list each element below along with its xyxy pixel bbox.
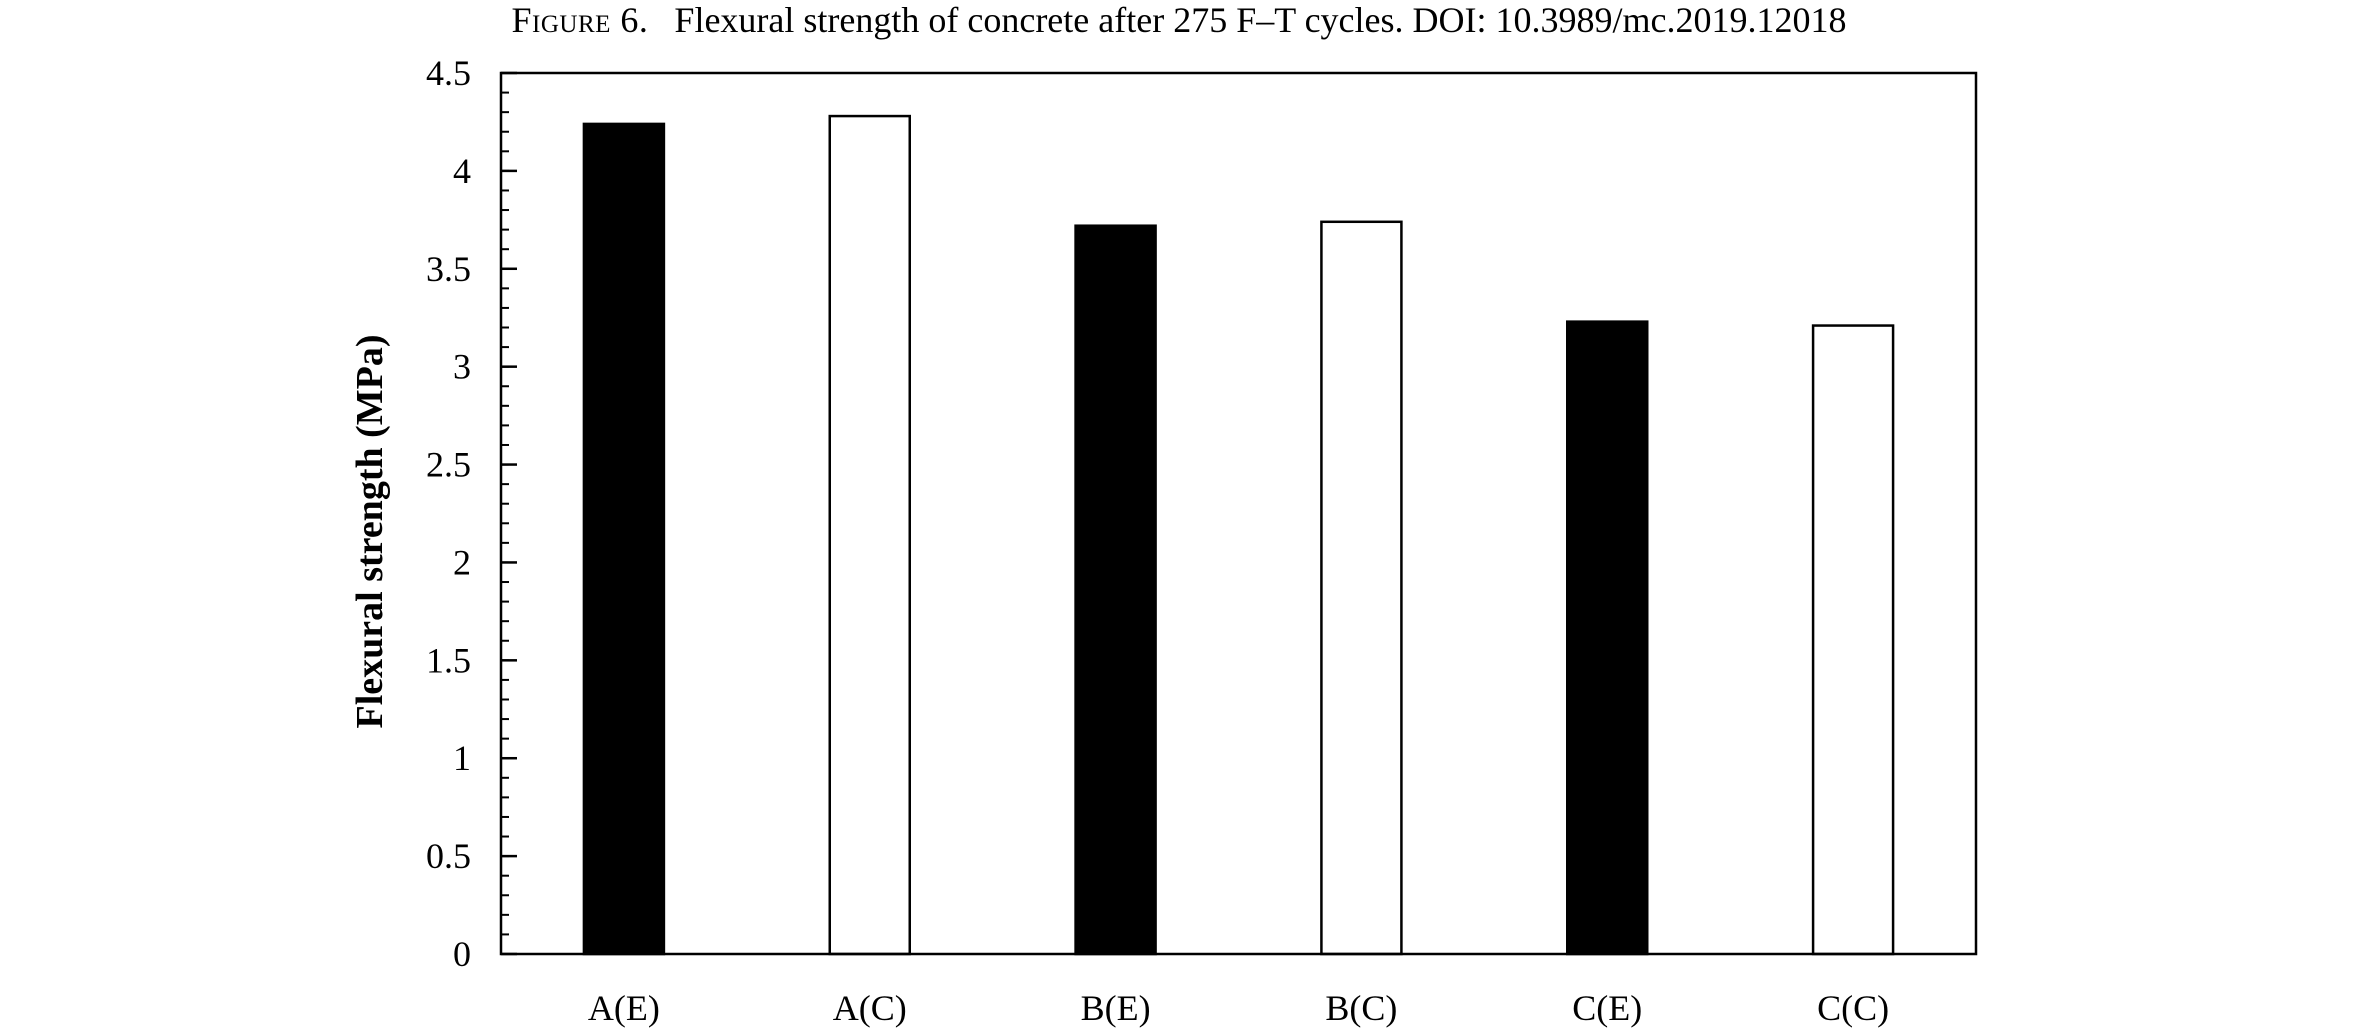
y-tick-label: 4.5 [426, 53, 471, 93]
y-tick-label: 2.5 [426, 445, 471, 485]
x-tick-label: C(C) [1817, 988, 1889, 1028]
bar-bc [1320, 220, 1403, 956]
y-tick-label: 1 [453, 738, 471, 778]
y-tick-label: 0.5 [426, 836, 471, 876]
bar-be [1074, 224, 1157, 956]
bar-ce [1566, 320, 1649, 956]
x-tick-labels: A(E) A(C) B(E) B(C) C(E) C(C) [588, 988, 1889, 1028]
bar-ae [582, 122, 666, 956]
y-tick-label: 0 [453, 934, 471, 974]
x-tick-label: B(C) [1325, 988, 1397, 1028]
figure-caption-text: Flexural strength of concrete after 275 … [674, 0, 1847, 40]
x-tick-label: A(E) [588, 988, 660, 1028]
y-tick-labels: 0 0.5 1 1.5 2 2.5 3 3.5 4 4.5 [426, 53, 471, 974]
figure-caption: Figure 6. Flexural strength of concrete a… [0, 0, 2358, 40]
y-tick-label: 2 [453, 542, 471, 582]
y-tick-label: 3 [453, 347, 471, 387]
y-tick-label: 3.5 [426, 249, 471, 289]
plot-frame [499, 71, 1978, 956]
x-tick-label: B(E) [1081, 988, 1151, 1028]
figure-label: Figure 6. [511, 0, 649, 40]
bar-ac [828, 114, 911, 956]
y-tick-label: 4 [453, 151, 471, 191]
x-tick-label: A(C) [833, 988, 907, 1028]
bar-cc [1811, 324, 1895, 956]
x-tick-label: C(E) [1572, 988, 1642, 1028]
y-tick-label: 1.5 [426, 640, 471, 680]
y-axis-title: Flexural strength (MPa) [349, 335, 391, 729]
bars [582, 114, 1895, 956]
y-major-ticks [501, 71, 517, 956]
